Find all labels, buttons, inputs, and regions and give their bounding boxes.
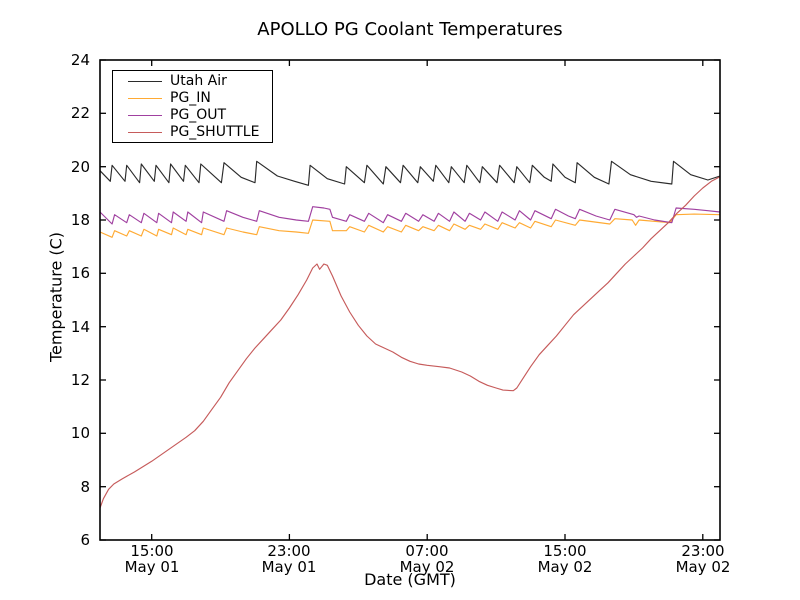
utah-air-line-sample	[128, 81, 162, 82]
legend-entry-pg-in: PG_IN	[113, 90, 272, 106]
series-line-pg-out	[99, 206, 721, 225]
y-tick-label: 8	[80, 478, 90, 496]
legend-entry-pg-out: PG_OUT	[113, 107, 272, 123]
pg-in-line-sample	[128, 98, 162, 99]
y-tick-label: 14	[70, 318, 90, 336]
y-tick-label: 16	[70, 264, 90, 282]
legend-label: PG_OUT	[170, 107, 227, 123]
pg-out-line-sample	[128, 115, 162, 116]
legend-entry-pg-shuttle: PG_SHUTTLE	[113, 124, 272, 140]
legend-label: PG_SHUTTLE	[170, 124, 260, 140]
pg-shuttle-line-sample	[128, 132, 162, 133]
x-tick-date: May 02	[399, 558, 455, 576]
x-tick-date: May 01	[261, 558, 317, 576]
x-tick-time: 15:00	[543, 542, 587, 560]
x-tick-date: May 02	[537, 558, 593, 576]
series-line-pg-in	[99, 213, 721, 238]
x-tick-time: 07:00	[405, 542, 449, 560]
x-tick-label: 07:00 May 02	[377, 544, 477, 575]
y-tick-label: 22	[70, 104, 90, 122]
legend-entry-utah-air: Utah Air	[113, 73, 272, 89]
legend-label: PG_IN	[170, 90, 211, 106]
x-tick-label: 15:00 May 02	[515, 544, 615, 575]
x-tick-time: 23:00	[267, 542, 311, 560]
series-line-pg-shuttle	[99, 176, 721, 509]
y-tick-label: 20	[70, 158, 90, 176]
y-axis-label: Temperature (C)	[46, 231, 66, 363]
legend-box: Utah Air PG_IN PG_OUT PG_SHUTTLE	[112, 70, 273, 143]
y-tick-label: 24	[70, 51, 90, 69]
series-line-utah-air	[99, 160, 721, 186]
x-tick-time: 15:00	[130, 542, 174, 560]
y-tick-label: 6	[80, 531, 90, 549]
x-tick-date: May 02	[675, 558, 731, 576]
x-tick-label: 23:00 May 02	[653, 544, 753, 575]
y-tick-label: 10	[70, 424, 90, 442]
x-tick-time: 23:00	[681, 542, 725, 560]
x-tick-label: 23:00 May 01	[239, 544, 339, 575]
y-tick-label: 18	[70, 211, 90, 229]
x-axis-label: Date (GMT)	[364, 570, 456, 589]
axes-frame	[99, 59, 721, 541]
y-tick-label: 12	[70, 371, 90, 389]
legend-label: Utah Air	[170, 73, 227, 89]
x-tick-date: May 01	[124, 558, 180, 576]
x-tick-label: 15:00 May 01	[102, 544, 202, 575]
chart-title: APOLLO PG Coolant Temperatures	[257, 19, 563, 40]
